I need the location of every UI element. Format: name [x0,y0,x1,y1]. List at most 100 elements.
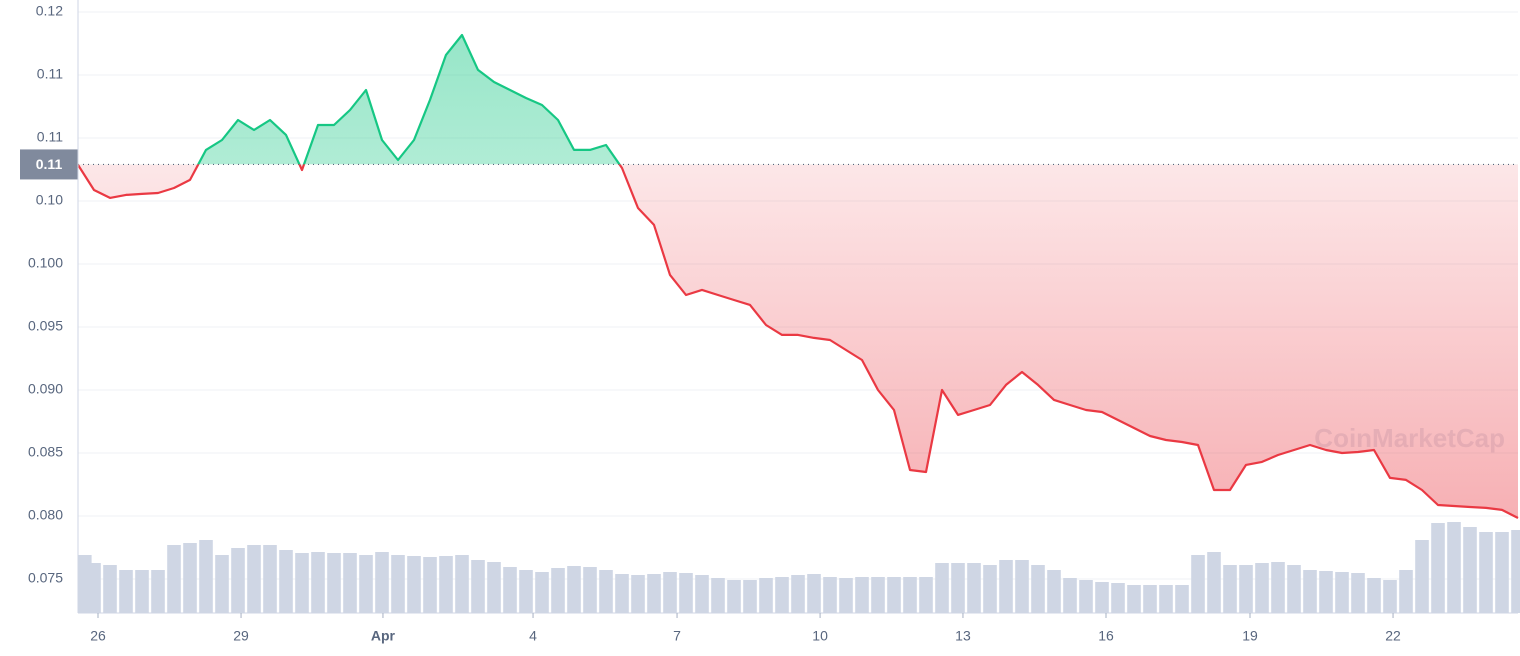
volume-bar [791,575,805,613]
volume-bar [647,574,661,613]
volume-bar [119,570,133,613]
volume-bar [567,566,581,613]
volume-bar [967,563,981,613]
volume-bar [1431,523,1445,613]
x-tick-label: 26 [90,628,106,644]
x-tick-label: Apr [371,628,396,644]
volume-bar [1223,565,1237,613]
volume-bar [999,560,1013,613]
volume-bar [1303,570,1317,613]
volume-bar [679,573,693,613]
volume-bar [535,572,549,613]
volume-bar [1047,570,1061,613]
area-down [78,164,1518,518]
volume-bar [551,568,565,613]
y-tick-label: 0.100 [28,255,63,271]
y-tick-label: 0.090 [28,381,63,397]
volume-bar [327,553,341,613]
volume-bar [519,570,533,613]
volume-bar [343,553,357,613]
volume-bar [727,580,741,613]
x-tick-label: 4 [529,628,537,644]
volume-bar [199,540,213,613]
volume-bar [295,553,309,613]
volume-bar [1351,573,1365,613]
x-tick-label: 7 [673,628,681,644]
volume-bar [1415,540,1429,613]
baseline-badge [20,149,78,180]
volume-bar [471,560,485,613]
volume-bar [487,562,501,613]
volume-bar [935,563,949,613]
x-tick-label: 22 [1385,628,1401,644]
volume-bar [695,575,709,613]
volume-bar [663,572,677,613]
volume-bar [1095,582,1109,613]
y-tick-label: 0.11 [37,129,63,145]
volume-bar [135,570,149,613]
volume-bar [919,577,933,613]
volume-bar [1399,570,1413,613]
volume-bar [1255,563,1269,613]
volume-bar [103,565,117,613]
volume-bar [391,555,405,613]
volume-bar [503,567,517,613]
volume-bar [1207,552,1221,613]
volume-bar [1127,585,1141,613]
volume-bar [1511,530,1520,613]
baseline-label: 0.11 [36,156,63,172]
volume-bar [1031,565,1045,613]
volume-bar [1159,585,1173,613]
volume-bar [375,552,389,613]
volume-bar [151,570,165,613]
x-tick-label: 16 [1098,628,1114,644]
y-tick-label: 0.12 [36,3,63,19]
volume-bar [1191,555,1205,613]
volume-bar [583,567,597,613]
volume-bar [87,563,101,613]
volume-bar [423,557,437,613]
volume-bar [983,565,997,613]
volume-bar [1447,522,1461,613]
y-tick-label: 0.085 [28,444,63,460]
volume-bar [183,543,197,613]
volume-bar [263,545,277,613]
volume-bar [1239,565,1253,613]
volume-bar [759,578,773,613]
volume-bar [1319,571,1333,613]
volume-bar [407,556,421,613]
volume-bar [439,556,453,613]
volume-bar [1367,578,1381,613]
volume-bar [1079,580,1093,613]
y-tick-label: 0.11 [37,66,63,82]
volume-bar [167,545,181,613]
volume-bar [775,577,789,613]
volume-bar [903,577,917,613]
area-up [198,35,620,165]
volume-bar [615,574,629,613]
volume-bar [247,545,261,613]
volume-bar [1143,585,1157,613]
y-tick-label: 0.10 [36,192,63,208]
volume-bar [599,570,613,613]
volume-bar [455,555,469,613]
volume-bar [1335,572,1349,613]
volume-bar [711,578,725,613]
volume-bar [1271,562,1285,613]
volume-bar [231,548,245,613]
x-tick-label: 13 [955,628,971,644]
x-tick-label: 19 [1242,628,1258,644]
volume-bar [1479,532,1493,613]
volume-bar [1287,565,1301,613]
volume-bar [839,578,853,613]
volume-bar [1063,578,1077,613]
volume-bar [215,555,229,613]
volume-bar [631,575,645,613]
x-tick-label: 29 [233,628,249,644]
volume-bar [855,577,869,613]
volume-bar [1495,532,1509,613]
volume-bar [823,577,837,613]
price-line-up [78,33,621,165]
